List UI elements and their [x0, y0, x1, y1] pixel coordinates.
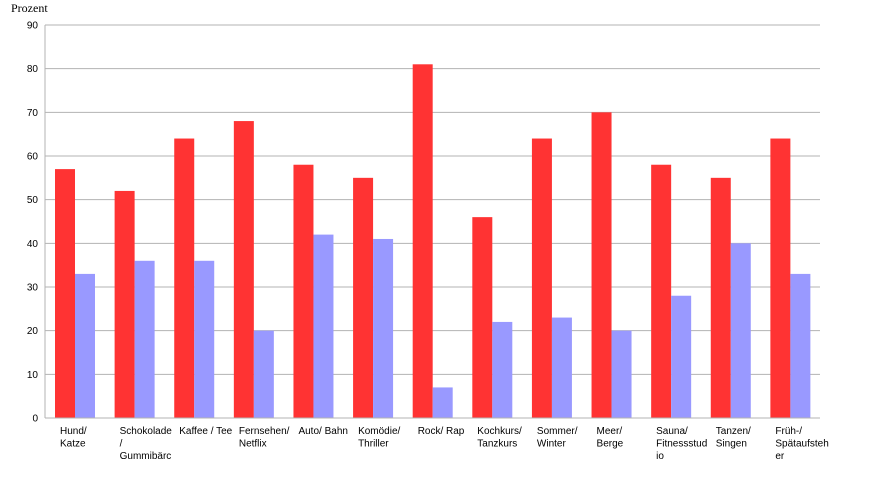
- bar-series-2: [253, 330, 274, 418]
- x-tick-label: Früh-/ Spätaufsteh er: [775, 426, 828, 462]
- y-tick-label: 70: [27, 108, 39, 119]
- bar-series-1: [55, 169, 75, 418]
- x-tick-label-line: Fitnessstud: [656, 439, 707, 450]
- y-tick-label: 20: [27, 326, 39, 337]
- bar-series-2: [790, 273, 811, 418]
- bar-series-1: [353, 177, 374, 418]
- bar-series-2: [313, 234, 334, 418]
- bar-series-2: [373, 238, 394, 418]
- x-tick-label: Kaffee / Tee: [179, 426, 232, 437]
- x-tick-label-line: Hund/: [60, 426, 87, 437]
- x-tick-label: Hund/Katze: [60, 426, 87, 450]
- x-tick-label-line: io: [656, 451, 664, 462]
- x-tick-label-line: Gummibärc: [120, 451, 172, 462]
- bar-series-1: [412, 64, 433, 419]
- bar-series-1: [472, 217, 493, 418]
- x-tick-label-line: Rock/ Rap: [418, 426, 465, 437]
- y-tick-label: 40: [27, 239, 39, 250]
- x-tick-label-line: Netflix: [239, 439, 267, 450]
- x-tick-label-line: Sommer/: [537, 426, 578, 437]
- x-tick-label-line: Sauna/: [656, 426, 688, 437]
- bar-series-2: [551, 317, 572, 418]
- y-tick-label: 10: [27, 370, 39, 381]
- bar-series-1: [531, 138, 552, 419]
- x-tick-label: Komödie/Thriller: [358, 426, 400, 450]
- x-tick-labels: Hund/Katze Schokolade / Gummibärc Kaffee / T…: [60, 426, 829, 462]
- x-tick-label-line: Singen: [716, 439, 747, 450]
- y-tick-label: 0: [32, 414, 38, 425]
- bar-series-2: [134, 260, 155, 418]
- bar-series-1: [293, 164, 314, 418]
- bar-series-1: [770, 138, 791, 419]
- y-tick-label: 30: [27, 283, 39, 294]
- y-tick-label: 90: [27, 21, 39, 32]
- x-tick-label-line: Tanzkurs: [477, 439, 517, 450]
- bar-series-1: [114, 190, 135, 418]
- bar-series-1: [174, 138, 195, 419]
- y-tick-label: 60: [27, 152, 39, 163]
- x-tick-label-line: Berge: [597, 439, 624, 450]
- x-tick-label-line: Winter: [537, 439, 567, 450]
- x-tick-label: Rock/ Rap: [418, 426, 465, 437]
- x-tick-label: Auto/ Bahn: [298, 426, 347, 437]
- y-axis-label: Prozent: [11, 1, 48, 15]
- y-tick-label: 80: [27, 64, 39, 75]
- x-tick-label: Tanzen/Singen: [716, 426, 751, 450]
- x-tick-label: Kochkurs/Tanzkurs: [477, 426, 522, 450]
- bar-series-2: [730, 243, 751, 418]
- x-tick-label-line: /: [120, 439, 123, 450]
- bar-series-1: [233, 121, 254, 419]
- bar-series-2: [432, 387, 453, 418]
- x-tick-label-line: Katze: [60, 439, 86, 450]
- x-tick-label-line: Komödie/: [358, 426, 400, 437]
- x-tick-label-line: Spätaufsteh: [775, 439, 828, 450]
- bar-series-2: [671, 295, 692, 418]
- bar-series-2: [492, 321, 513, 418]
- x-tick-label: Meer/Berge: [597, 426, 624, 450]
- y-tick-label: 50: [27, 195, 39, 206]
- x-tick-label-line: Tanzen/: [716, 426, 751, 437]
- x-tick-label: Sauna/Fitnessstud io: [656, 426, 707, 462]
- bar-series-2: [611, 330, 632, 418]
- x-tick-label: Fernsehen/Netflix: [239, 426, 290, 450]
- bar-series-1: [710, 177, 731, 418]
- x-tick-label-line: Thriller: [358, 439, 389, 450]
- x-tick-label-line: Kochkurs/: [477, 426, 522, 437]
- x-tick-label-line: Auto/ Bahn: [298, 426, 347, 437]
- x-tick-label-line: Früh-/: [775, 426, 802, 437]
- bar-series-1: [591, 112, 612, 418]
- y-tick-labels: 0 10 20 30 40 50 60 70 80 90: [27, 21, 39, 425]
- x-tick-label-line: Fernsehen/: [239, 426, 290, 437]
- x-tick-label-line: er: [775, 451, 785, 462]
- x-tick-label-line: Meer/: [597, 426, 623, 437]
- x-tick-label-line: Kaffee / Tee: [179, 426, 232, 437]
- x-tick-label: Sommer/Winter: [537, 426, 578, 450]
- axes: [44, 25, 820, 419]
- bar-series-2: [75, 273, 95, 418]
- bars: [55, 64, 811, 419]
- x-tick-label-line: Schokolade: [120, 426, 173, 437]
- bar-series-1: [651, 164, 672, 418]
- bar-series-2: [194, 260, 215, 418]
- x-tick-label: Schokolade / Gummibärc: [120, 426, 173, 462]
